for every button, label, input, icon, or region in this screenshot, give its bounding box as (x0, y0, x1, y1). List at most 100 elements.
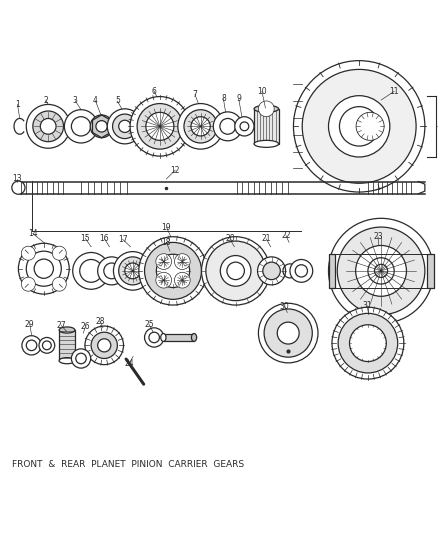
Text: 11: 11 (389, 87, 399, 96)
Circle shape (258, 303, 318, 363)
Text: 19: 19 (162, 223, 171, 231)
Bar (59, 330, 75, 361)
Circle shape (90, 115, 113, 138)
Circle shape (356, 112, 384, 140)
Circle shape (240, 122, 249, 131)
Circle shape (64, 110, 98, 143)
Ellipse shape (191, 334, 197, 342)
Circle shape (235, 117, 254, 136)
Ellipse shape (59, 327, 75, 333)
Circle shape (293, 61, 425, 192)
Circle shape (350, 325, 386, 361)
Text: 16: 16 (99, 234, 109, 243)
Circle shape (33, 111, 64, 142)
Circle shape (206, 241, 265, 301)
Text: 18: 18 (162, 238, 171, 247)
Text: 13: 13 (12, 174, 21, 183)
Circle shape (113, 114, 137, 139)
Circle shape (42, 341, 51, 350)
Circle shape (220, 118, 236, 134)
Circle shape (227, 262, 244, 280)
Text: 14: 14 (28, 229, 38, 238)
Text: 26: 26 (81, 322, 90, 332)
Circle shape (104, 263, 120, 279)
Circle shape (96, 120, 107, 132)
Circle shape (174, 254, 190, 270)
Circle shape (146, 112, 174, 140)
Text: 3: 3 (73, 96, 78, 106)
Circle shape (119, 120, 131, 133)
Text: 25: 25 (144, 320, 154, 329)
Text: 24: 24 (124, 359, 134, 368)
Circle shape (277, 322, 299, 344)
Text: 29: 29 (25, 320, 35, 329)
Ellipse shape (59, 358, 75, 364)
Text: 20: 20 (225, 235, 235, 244)
Circle shape (113, 252, 152, 290)
Circle shape (76, 353, 86, 364)
Circle shape (258, 257, 286, 285)
Circle shape (22, 336, 41, 355)
Circle shape (119, 257, 147, 285)
Circle shape (26, 251, 61, 286)
Circle shape (98, 257, 126, 285)
Circle shape (356, 246, 406, 296)
Circle shape (156, 254, 190, 287)
Circle shape (130, 96, 190, 156)
Circle shape (139, 237, 207, 305)
Text: 9: 9 (236, 94, 241, 103)
Text: 7: 7 (192, 90, 198, 99)
Circle shape (73, 253, 110, 289)
Circle shape (174, 272, 190, 288)
Text: 31: 31 (362, 302, 372, 310)
Circle shape (21, 277, 35, 291)
Text: 5: 5 (115, 96, 120, 106)
Circle shape (264, 309, 312, 357)
Text: 2: 2 (44, 95, 48, 104)
Circle shape (302, 69, 416, 183)
Text: 22: 22 (281, 231, 291, 240)
Circle shape (91, 332, 117, 359)
Ellipse shape (161, 334, 166, 342)
Text: 30: 30 (280, 302, 290, 311)
Ellipse shape (254, 140, 279, 147)
Text: 10: 10 (257, 87, 267, 96)
Circle shape (85, 326, 124, 365)
Circle shape (18, 243, 69, 294)
Circle shape (290, 260, 313, 282)
Circle shape (374, 264, 388, 278)
Text: 27: 27 (57, 321, 66, 330)
Circle shape (295, 265, 307, 277)
Circle shape (52, 277, 66, 291)
Text: 23: 23 (373, 232, 383, 241)
Circle shape (107, 109, 142, 144)
Circle shape (258, 101, 274, 117)
Circle shape (156, 272, 172, 288)
Ellipse shape (254, 106, 279, 112)
Circle shape (328, 96, 390, 157)
Circle shape (145, 243, 201, 300)
Text: 17: 17 (118, 235, 127, 244)
Text: 21: 21 (261, 235, 271, 244)
Circle shape (21, 246, 35, 260)
Bar (163, 334, 194, 342)
Circle shape (178, 103, 223, 149)
Circle shape (149, 332, 159, 343)
Circle shape (26, 340, 37, 351)
Circle shape (52, 246, 66, 260)
Circle shape (39, 337, 55, 353)
Text: 1: 1 (15, 100, 20, 109)
Circle shape (137, 103, 183, 149)
Circle shape (263, 262, 280, 280)
Circle shape (71, 117, 91, 136)
Text: 8: 8 (221, 94, 226, 103)
Circle shape (184, 110, 217, 143)
Circle shape (125, 263, 141, 279)
Text: 15: 15 (81, 234, 90, 243)
Circle shape (368, 258, 394, 284)
Text: 28: 28 (95, 317, 105, 326)
Circle shape (80, 260, 102, 282)
Text: FRONT  &  REAR  PLANET  PINION  CARRIER  GEARS: FRONT & REAR PLANET PINION CARRIER GEARS (12, 460, 244, 469)
Circle shape (12, 181, 25, 194)
Circle shape (98, 339, 111, 352)
